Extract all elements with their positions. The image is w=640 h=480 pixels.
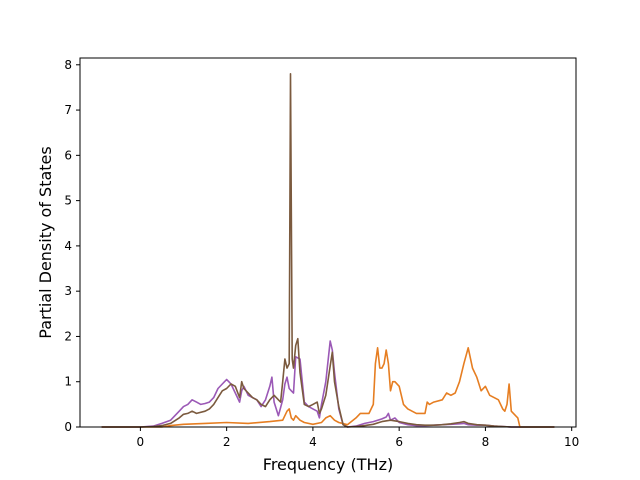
y-tick-label: 8: [64, 58, 72, 72]
x-tick-label: 10: [564, 435, 579, 449]
x-tick-label: 0: [137, 435, 145, 449]
x-tick-label: 2: [223, 435, 231, 449]
x-axis-ticks: 0 2 4 6 8 10: [137, 427, 579, 449]
y-tick-label: 6: [64, 148, 72, 162]
x-axis-label: Frequency (THz): [263, 455, 393, 474]
x-tick-label: 6: [395, 435, 403, 449]
y-axis-label: Partial Density of States: [36, 146, 55, 338]
series-layer: [101, 73, 555, 428]
series-line-3: [101, 73, 555, 428]
y-tick-label: 3: [64, 284, 72, 298]
x-tick-label: 4: [309, 435, 317, 449]
y-axis-ticks: 0 1 2 3 4 5 6 7 8: [64, 58, 80, 434]
y-tick-label: 4: [64, 239, 72, 253]
plot-frame: [79, 57, 577, 428]
y-tick-label: 1: [64, 375, 72, 389]
x-tick-label: 8: [482, 435, 490, 449]
y-tick-label: 7: [64, 103, 72, 117]
y-tick-label: 2: [64, 329, 72, 343]
y-tick-label: 0: [64, 420, 72, 434]
series-line-2: [101, 347, 555, 428]
y-tick-label: 5: [64, 194, 72, 208]
